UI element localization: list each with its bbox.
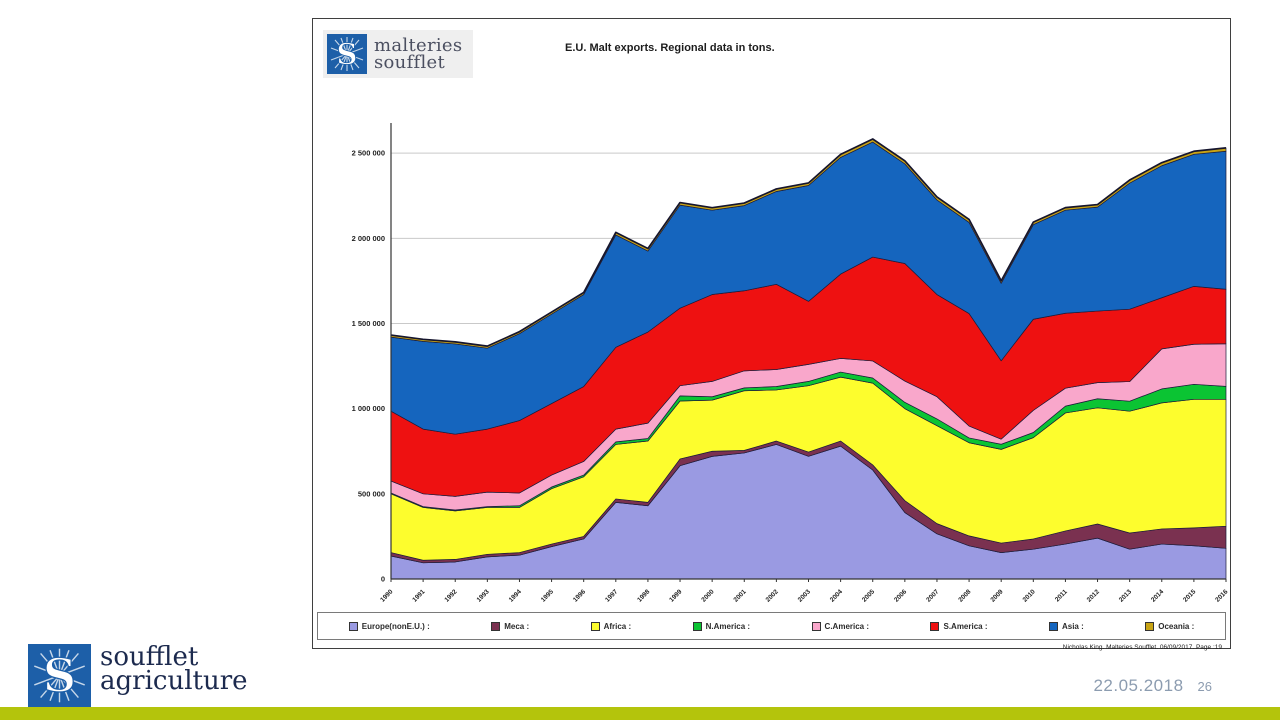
- y-tick-label: 500 000: [358, 489, 385, 498]
- x-tick-label: 1995: [540, 588, 555, 603]
- x-tick-label: 2000: [700, 588, 715, 603]
- legend-swatch: [1145, 621, 1155, 631]
- legend-item-europe-none-u-: Europe(nonE.U.) :: [348, 621, 430, 631]
- x-tick-label: 1997: [604, 588, 619, 603]
- soufflet-agriculture-wordmark: soufflet agriculture: [100, 642, 248, 696]
- svg-text:S: S: [337, 37, 358, 71]
- x-tick-label: 2002: [765, 588, 780, 603]
- slide-date: 22.05.2018: [1093, 676, 1184, 695]
- x-tick-label: 2001: [733, 588, 748, 603]
- legend-swatch: [811, 621, 821, 631]
- x-tick-label: 2009: [989, 588, 1004, 603]
- legend-label: C.America :: [824, 621, 870, 631]
- brand-line2: agriculture: [100, 665, 248, 696]
- x-tick-label: 2004: [829, 588, 844, 603]
- y-tick-label: 2 000 000: [352, 234, 385, 243]
- y-tick-label: 0: [381, 575, 385, 584]
- x-tick-label: 2010: [1022, 588, 1037, 603]
- chart-title: E.U. Malt exports. Regional data in tons…: [565, 42, 775, 54]
- malteries-soufflet-logo: S malteries soufflet: [323, 30, 473, 78]
- legend-label: N.America :: [705, 621, 751, 631]
- total-outline: [390, 138, 1227, 347]
- x-tick-label: 1999: [668, 588, 683, 603]
- soufflet-emblem-icon: S: [28, 644, 91, 707]
- legend-label: Africa :: [603, 621, 632, 631]
- x-tick-label: 2011: [1054, 588, 1069, 603]
- x-tick-label: 2012: [1086, 588, 1101, 603]
- x-tick-label: 1998: [636, 588, 651, 603]
- legend-label: Oceania :: [1158, 621, 1195, 631]
- legend-swatch: [1048, 621, 1058, 631]
- x-tick-label: 1993: [476, 588, 491, 603]
- soufflet-agriculture-logo: S soufflet agriculture: [28, 644, 248, 707]
- x-tick-label: 2003: [797, 588, 812, 603]
- legend-swatch: [692, 621, 702, 631]
- x-tick-label: 1990: [379, 588, 394, 603]
- legend-swatch: [930, 621, 940, 631]
- legend-swatch: [348, 621, 358, 631]
- legend-label: Meca :: [504, 621, 530, 631]
- chart-legend: Europe(nonE.U.) : Meca : Africa : N.America…: [317, 612, 1226, 640]
- page-number: 26: [1197, 679, 1212, 694]
- legend-item-s-america: S.America :: [930, 621, 988, 631]
- legend-item-oceania: Oceania :: [1145, 621, 1195, 631]
- date-block: 22.05.2018 26: [1093, 676, 1212, 696]
- x-tick-label: 1994: [508, 588, 523, 603]
- x-tick-label: 2016: [1214, 588, 1229, 603]
- x-tick-label: 1991: [411, 588, 426, 603]
- svg-text:S: S: [43, 648, 76, 702]
- x-tick-label: 2015: [1182, 588, 1197, 603]
- chart-panel: S malteries soufflet E.U. Malt exports. …: [312, 18, 1231, 651]
- y-tick-label: 1 500 000: [352, 319, 385, 328]
- legend-item-c-america: C.America :: [811, 621, 870, 631]
- logo-line2: soufflet: [374, 52, 446, 73]
- legend-item-asia: Asia :: [1048, 621, 1084, 631]
- x-tick-label: 2008: [957, 588, 972, 603]
- x-tick-label: 2007: [925, 588, 940, 603]
- chart-footer-note: Nicholas King. Malteries Soufflet. 06/09…: [1062, 644, 1222, 651]
- legend-label: Europe(nonE.U.) :: [361, 621, 430, 631]
- x-tick-label: 2005: [861, 588, 876, 603]
- legend-label: S.America :: [943, 621, 988, 631]
- legend-swatch: [590, 621, 600, 631]
- legend-label: Asia :: [1061, 621, 1084, 631]
- legend-item-meca: Meca :: [491, 621, 530, 631]
- soufflet-emblem-icon: S: [327, 34, 367, 74]
- malt-exports-stacked-area-chart: 0 500 000 1 000 000 1 500 000 2 000 000 2 500…: [352, 123, 1230, 604]
- legend-swatch: [491, 621, 501, 631]
- x-tick-label: 1992: [443, 588, 458, 603]
- y-tick-label: 2 500 000: [352, 149, 385, 158]
- legend-item-africa: Africa :: [590, 621, 632, 631]
- bottom-accent-bar: [0, 707, 1280, 720]
- malteries-soufflet-wordmark: malteries soufflet: [374, 34, 463, 73]
- y-tick-label: 1 000 000: [352, 404, 385, 413]
- logo-line1: malteries: [374, 34, 463, 56]
- x-tick-label: 1996: [572, 588, 587, 603]
- brand-line1: soufflet: [100, 642, 199, 672]
- x-tick-label: 2013: [1118, 588, 1133, 603]
- legend-item-n-america: N.America :: [692, 621, 751, 631]
- x-tick-label: 2014: [1150, 588, 1165, 603]
- x-tick-label: 2006: [893, 588, 908, 603]
